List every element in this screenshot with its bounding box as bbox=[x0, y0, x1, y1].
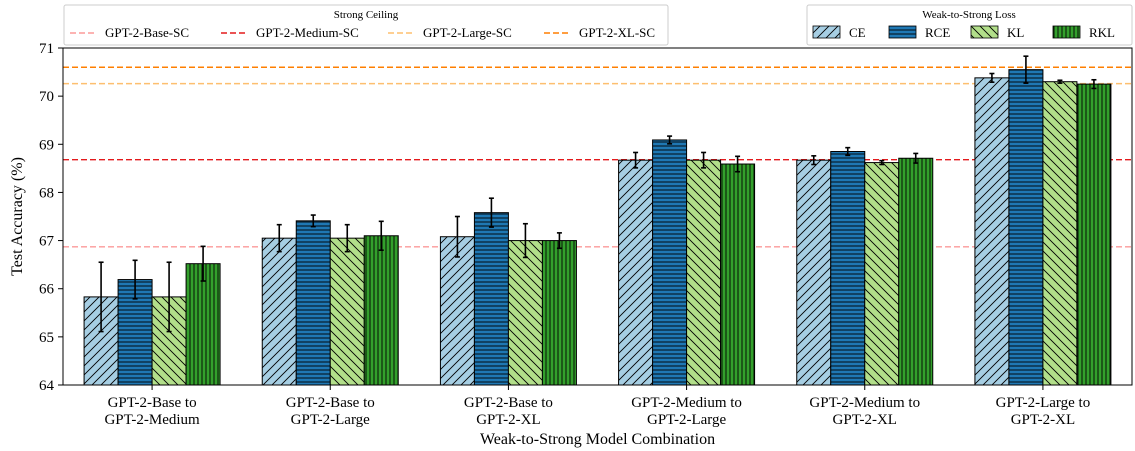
y-tick-label: 69 bbox=[39, 137, 54, 153]
bar-hatch bbox=[439, 236, 475, 386]
x-tick-label-line: GPT-2-Medium to bbox=[809, 395, 920, 411]
x-tick-label: GPT-2-Medium to GPT-2-Large bbox=[631, 395, 742, 428]
bar-hatch bbox=[974, 77, 1010, 386]
legend-swatch-hatch bbox=[888, 25, 917, 39]
x-tick-label: GPT-2-Base to GPT-2-XL bbox=[464, 395, 553, 428]
x-tick-label-line: GPT-2-XL bbox=[833, 412, 897, 428]
x-tick-label-line: GPT-2-XL bbox=[476, 412, 540, 428]
x-tick-label-line: GPT-2-Medium to bbox=[631, 395, 742, 411]
legend-title: Weak-to-Strong Loss bbox=[922, 9, 1016, 21]
bar-hatch bbox=[507, 240, 543, 386]
loss-legend: Weak-to-Strong Loss CE RCE KL RKL bbox=[806, 4, 1133, 46]
y-tick-label: 70 bbox=[39, 89, 54, 105]
bar-hatch bbox=[363, 235, 399, 386]
y-tick-label: 67 bbox=[39, 234, 55, 250]
legend-label: RKL bbox=[1089, 25, 1115, 40]
strong-ceiling-legend: Strong Ceiling GPT-2-Base-SC GPT-2-Medium… bbox=[63, 4, 669, 46]
x-tick-label-line: GPT-2-Large bbox=[647, 412, 726, 428]
y-tick-label: 64 bbox=[39, 378, 55, 394]
bar-hatch bbox=[796, 159, 832, 386]
y-axis-label: Test Accuracy (%) bbox=[9, 157, 26, 276]
x-tick-label: GPT-2-Base to GPT-2-Large bbox=[286, 395, 375, 428]
x-tick-label-line: GPT-2-Base to bbox=[464, 395, 553, 411]
bar-hatch bbox=[864, 162, 900, 386]
y-tick-label: 65 bbox=[39, 330, 54, 346]
strong-ceiling-lines bbox=[63, 66, 1132, 248]
error-bars bbox=[98, 55, 1097, 333]
bar-hatch bbox=[1042, 81, 1078, 386]
plot-frame bbox=[62, 47, 1133, 386]
y-tick-label: 66 bbox=[39, 282, 55, 298]
legend-box bbox=[63, 4, 669, 46]
legend-label: GPT-2-Base-SC bbox=[105, 25, 189, 40]
bar-hatch bbox=[329, 237, 365, 386]
bar-hatch bbox=[1076, 83, 1112, 386]
bar-hatch bbox=[295, 220, 331, 386]
x-tick-label: GPT-2-Medium to GPT-2-XL bbox=[809, 395, 920, 428]
x-tick-label: GPT-2-Large to GPT-2-XL bbox=[996, 395, 1091, 428]
legend-label: CE bbox=[849, 25, 866, 40]
x-tick-label-line: GPT-2-Large bbox=[291, 412, 370, 428]
x-tick-label-line: GPT-2-XL bbox=[1011, 412, 1075, 428]
legend-label: GPT-2-XL-SC bbox=[579, 25, 655, 40]
bar-group bbox=[83, 69, 1112, 386]
y-tick-label: 68 bbox=[39, 185, 54, 201]
legend-label: RCE bbox=[925, 25, 950, 40]
y-axis-ticks: 64 65 66 67 68 69 70 71 bbox=[39, 41, 63, 394]
legend-swatch-hatch bbox=[812, 25, 841, 39]
legend-swatch-hatch bbox=[1052, 25, 1081, 39]
bar-hatch bbox=[473, 212, 509, 386]
bar-hatch bbox=[185, 263, 221, 386]
x-tick-label-line: GPT-2-Base to bbox=[108, 395, 197, 411]
bar-hatch bbox=[1008, 69, 1044, 386]
legend-box bbox=[806, 4, 1133, 46]
legend-label: GPT-2-Medium-SC bbox=[256, 25, 359, 40]
bar-hatch bbox=[720, 163, 756, 386]
x-tick-label-line: GPT-2-Base to bbox=[286, 395, 375, 411]
bar-hatch bbox=[618, 159, 654, 386]
y-tick-label: 71 bbox=[39, 41, 54, 57]
bar-hatch bbox=[261, 237, 297, 386]
legend-title: Strong Ceiling bbox=[334, 9, 399, 21]
bar-hatch bbox=[652, 139, 688, 386]
legend-label: GPT-2-Large-SC bbox=[423, 25, 512, 40]
x-tick-label-line: GPT-2-Large to bbox=[996, 395, 1091, 411]
bar-hatch bbox=[830, 151, 866, 386]
legend-swatch-hatch bbox=[970, 25, 999, 39]
x-tick-label-line: GPT-2-Medium bbox=[104, 412, 200, 428]
x-axis-label: Weak-to-Strong Model Combination bbox=[480, 431, 715, 448]
x-tick-label: GPT-2-Base to GPT-2-Medium bbox=[104, 395, 200, 428]
bar-hatch bbox=[686, 159, 722, 386]
bar-hatch bbox=[541, 240, 577, 386]
legend-label: KL bbox=[1007, 25, 1024, 40]
bar-hatch bbox=[898, 157, 934, 386]
